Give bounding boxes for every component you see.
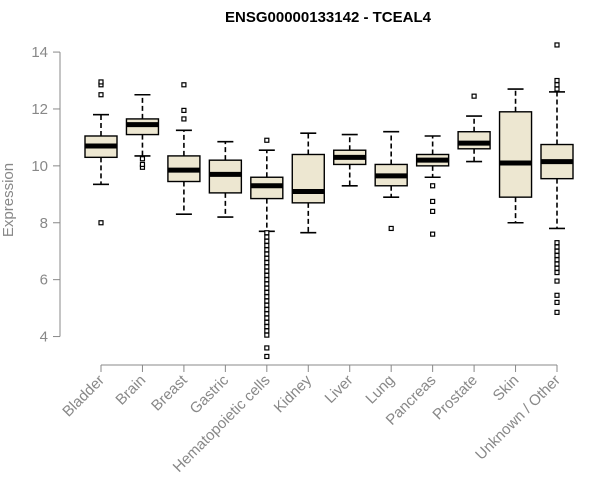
outlier-point <box>264 311 270 317</box>
y-tick-label: 12 <box>31 101 48 118</box>
outlier-point <box>264 234 270 240</box>
box-group <box>457 93 491 163</box>
outlier-point <box>264 306 270 313</box>
outlier-point <box>264 137 270 143</box>
outlier-point <box>554 292 560 298</box>
x-tick-label: Prostate <box>429 372 481 424</box>
outlier-point <box>264 247 270 253</box>
outlier-point <box>264 285 270 291</box>
outlier-point <box>554 269 560 276</box>
box-group <box>415 135 450 237</box>
outlier-point <box>264 323 270 330</box>
outlier-point <box>181 116 187 122</box>
outlier-point <box>264 281 270 287</box>
y-axis-label: Expression <box>0 163 17 237</box>
outlier-point <box>98 92 104 98</box>
box-group <box>291 132 325 234</box>
outlier-point <box>264 259 270 266</box>
x-tick-label: Skin <box>490 372 523 405</box>
y-tick-label: 10 <box>31 158 48 175</box>
y-tick-label: 8 <box>40 215 48 232</box>
box-group <box>540 42 574 315</box>
outlier-point <box>430 183 436 189</box>
box-group <box>498 88 533 224</box>
outlier-point <box>430 208 436 214</box>
outlier-point <box>264 268 270 274</box>
outlier-point <box>554 252 560 259</box>
outlier-point <box>264 353 270 360</box>
y-tick-label: 4 <box>40 329 48 346</box>
x-tick-label: Brain <box>112 372 149 409</box>
outlier-point <box>264 230 270 236</box>
outlier-point <box>264 251 270 257</box>
outlier-point <box>554 309 560 315</box>
outlier-point <box>554 257 560 263</box>
outlier-point <box>264 238 270 244</box>
boxes-layer <box>84 42 574 360</box>
outlier-point <box>264 298 270 304</box>
box-group <box>333 133 367 187</box>
outlier-point <box>430 198 436 205</box>
outlier-point <box>264 289 270 296</box>
outlier-point <box>181 107 187 113</box>
y-tick-label: 14 <box>31 44 48 61</box>
outlier-point <box>264 242 270 249</box>
outlier-point <box>264 328 270 334</box>
outlier-point <box>388 225 394 232</box>
outlier-point <box>554 240 560 246</box>
box-group <box>125 93 160 170</box>
x-tick-label: Liver <box>322 372 357 407</box>
box-iqr <box>457 131 491 150</box>
outlier-point <box>181 82 187 88</box>
y-axis: 4 6 8 10 12 14 <box>31 44 61 346</box>
box-iqr <box>498 111 533 198</box>
outlier-point <box>264 302 270 308</box>
x-tick-label: Bladder <box>59 372 108 421</box>
outlier-point <box>554 77 560 84</box>
outlier-point <box>98 220 104 226</box>
outlier-point <box>554 299 560 306</box>
outlier-point <box>554 248 560 254</box>
outlier-point <box>471 93 477 99</box>
outlier-point <box>554 244 560 250</box>
outlier-point <box>430 231 436 237</box>
outlier-point <box>264 294 270 300</box>
x-tick-label: Kidney <box>271 371 316 416</box>
outlier-point <box>554 261 560 267</box>
outlier-point <box>98 79 104 85</box>
box-group <box>208 140 243 218</box>
box-iqr <box>291 153 325 204</box>
outlier-point <box>554 265 560 271</box>
outlier-point <box>264 345 270 351</box>
outlier-point <box>264 332 270 338</box>
box-group <box>84 79 118 226</box>
outlier-point <box>554 86 560 92</box>
outlier-point <box>554 278 560 284</box>
box-group <box>250 137 284 360</box>
outlier-point <box>264 272 270 278</box>
outlier-point <box>264 315 270 321</box>
outlier-point <box>139 161 146 168</box>
outlier-point <box>554 42 560 48</box>
outlier-point <box>264 255 270 261</box>
chart-title: ENSG00000133142 - TCEAL4 <box>225 9 432 26</box>
outlier-point <box>264 264 270 270</box>
box-group <box>167 82 201 216</box>
x-tick-label: Lung <box>362 372 398 408</box>
outlier-point <box>139 156 146 162</box>
box-group <box>374 130 408 232</box>
outlier-point <box>264 277 270 283</box>
outlier-point <box>554 82 560 88</box>
outlier-point <box>264 319 270 325</box>
x-tick-label: Breast <box>148 371 191 414</box>
y-tick-label: 6 <box>40 272 48 289</box>
